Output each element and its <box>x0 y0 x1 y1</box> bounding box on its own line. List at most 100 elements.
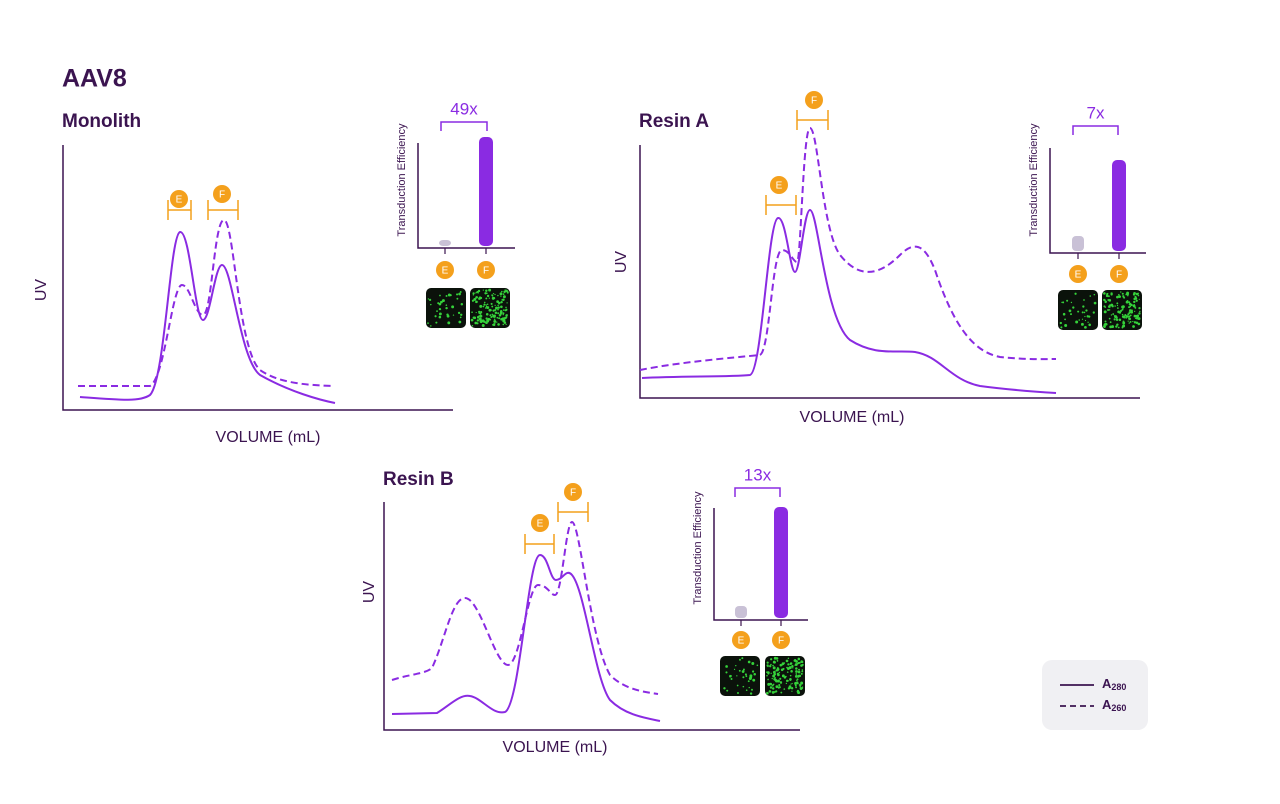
micrograph-cell <box>738 658 741 661</box>
y-axis-label: UV <box>361 581 378 604</box>
micrograph-cell <box>1117 326 1120 329</box>
micrograph-cell <box>1128 302 1132 306</box>
micrograph-cell <box>1127 320 1129 322</box>
micrograph-cell <box>502 293 505 296</box>
micrograph-cell <box>1093 301 1097 305</box>
micrograph <box>720 656 760 696</box>
micrograph-cell <box>483 303 486 306</box>
micrograph-cell <box>735 664 737 667</box>
micrograph-cell <box>798 661 800 664</box>
micrograph-cell <box>438 302 442 306</box>
micrograph-cell <box>1066 299 1069 302</box>
micrograph-cell <box>1114 305 1116 307</box>
micrograph-cell <box>493 319 497 323</box>
micrograph-cell <box>1128 312 1131 314</box>
micrograph-cell <box>1126 293 1129 296</box>
micrograph-cell <box>492 292 495 295</box>
legend-symbol: A <box>1102 697 1112 712</box>
a260-trace <box>391 520 659 695</box>
micrograph-cell <box>771 690 775 694</box>
fraction-label: E <box>776 181 783 192</box>
micrograph-cell <box>788 685 792 688</box>
micrograph-cell <box>494 322 496 324</box>
fraction-badge <box>805 91 823 109</box>
micrograph-cell <box>1083 299 1085 301</box>
fold-change: 49x <box>450 99 478 118</box>
micrograph-cell <box>775 685 779 689</box>
micrograph-cell <box>1060 326 1063 329</box>
micrograph-cell <box>771 687 775 690</box>
micrograph-cell <box>797 657 801 661</box>
micrograph-cell <box>1116 304 1119 307</box>
fraction-badge <box>531 514 549 532</box>
micrograph-cell <box>730 675 732 677</box>
micrograph-cell <box>1129 320 1132 323</box>
micrograph-cell <box>1119 309 1123 312</box>
fraction-label: E <box>1075 270 1082 281</box>
micrograph-cell <box>1108 317 1111 320</box>
micrograph-cell <box>476 315 480 319</box>
micrograph-cell <box>497 308 499 311</box>
micrograph-cell <box>752 670 755 673</box>
micrograph-cell <box>452 314 455 316</box>
micrograph-cell <box>795 686 798 689</box>
micrograph-cell <box>1074 292 1077 295</box>
micrograph-cell <box>772 666 776 670</box>
micrograph-cell <box>1116 323 1119 326</box>
micrograph-cell <box>787 687 791 690</box>
micrograph-cell <box>474 321 478 325</box>
bar-axis-label: Transduction Efficiency <box>396 123 408 237</box>
legend-box <box>1042 660 1148 730</box>
micrograph-cell <box>500 295 502 297</box>
micrograph-cell <box>493 318 496 321</box>
micrograph-cell <box>484 307 487 309</box>
micrograph-cell <box>1125 293 1128 296</box>
micrograph-cell <box>1064 318 1066 321</box>
micrograph-cell <box>1129 305 1132 308</box>
micrograph-cell <box>745 675 748 678</box>
bar-f <box>479 137 493 246</box>
micrograph-cell <box>1118 318 1122 322</box>
micrograph-cell <box>768 690 772 693</box>
micrograph-cell <box>798 674 802 678</box>
micrograph-cell <box>765 691 769 695</box>
fraction-bracket <box>167 200 192 220</box>
micrograph-cell <box>726 689 729 692</box>
fraction-label: F <box>1116 270 1122 281</box>
fraction-bracket <box>796 110 829 130</box>
x-axis-label: VOLUME (mL) <box>800 409 905 426</box>
micrograph-cell <box>503 309 505 312</box>
micrograph-cell <box>507 290 509 293</box>
micrograph-cell <box>788 666 791 669</box>
micrograph-cell <box>799 687 803 690</box>
micrograph-cell <box>1118 295 1122 299</box>
micrograph-cell <box>1092 311 1095 314</box>
micrograph-cell <box>779 681 783 684</box>
micrograph-cell <box>1084 315 1086 318</box>
micrograph-cell <box>1084 319 1087 322</box>
micrograph-cell <box>485 321 488 325</box>
micrograph-cell <box>499 311 503 314</box>
chromatogram-axes <box>639 145 1140 399</box>
micrograph-cell <box>485 317 488 320</box>
micrograph-cell <box>1072 306 1075 309</box>
micrograph-cell <box>1138 307 1141 310</box>
micrograph-cell <box>1128 322 1130 324</box>
micrograph-cell <box>499 292 503 296</box>
micrograph-cell <box>456 293 459 296</box>
panel: Resin B UV VOLUME (mL) E F Transduction Effic… <box>361 465 808 756</box>
micrograph-cell <box>790 670 793 673</box>
micrograph-cell <box>779 663 783 667</box>
fraction-badge <box>213 185 231 203</box>
micrograph-cell <box>500 317 503 321</box>
micrograph-cell <box>503 290 506 294</box>
micrograph-cell <box>795 667 798 670</box>
micrograph-cell <box>773 672 776 676</box>
micrograph-cell <box>446 314 450 318</box>
micrograph-cell <box>1086 315 1089 318</box>
bar-axis-label: Transduction Efficiency <box>1028 123 1040 237</box>
micrograph-cell <box>485 305 488 308</box>
micrograph-cell <box>1087 321 1089 323</box>
bar-f <box>1112 160 1126 251</box>
panel-title: Monolith <box>62 111 141 132</box>
